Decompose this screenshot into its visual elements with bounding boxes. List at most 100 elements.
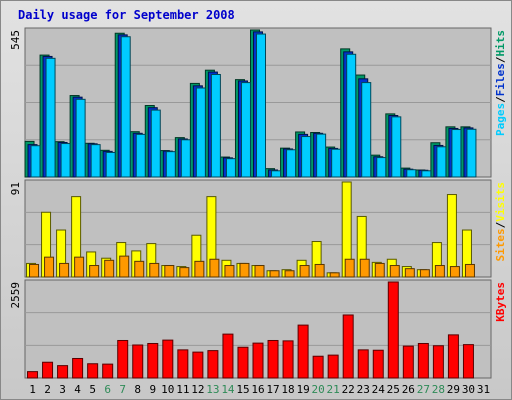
bar-sites-day-12 xyxy=(194,260,205,278)
axis-label-part: Hits xyxy=(494,30,507,57)
axis-label-part: KBytes xyxy=(494,282,507,322)
bar-sites-day-25 xyxy=(389,265,400,278)
bar-pages-day-4 xyxy=(75,98,86,178)
x-tick-label-day-11: 11 xyxy=(176,383,189,396)
bar-kbytes-day-19 xyxy=(297,324,309,379)
bar-kbytes-day-4 xyxy=(72,357,84,379)
x-tick-label-day-17: 17 xyxy=(266,383,279,396)
bar-kbytes-day-14 xyxy=(222,333,234,379)
x-tick-label-day-28: 28 xyxy=(432,383,445,396)
bar-kbytes-day-18 xyxy=(282,340,294,379)
bar-kbytes-day-8 xyxy=(132,344,144,379)
bar-sites-day-21 xyxy=(329,272,340,278)
bar-kbytes-day-30 xyxy=(462,344,474,379)
bar-sites-day-28 xyxy=(434,265,445,278)
bar-sites-day-5 xyxy=(89,265,100,278)
bar-sites-day-11 xyxy=(179,267,190,278)
axis-label-part: Sites xyxy=(494,228,507,261)
bar-pages-day-3 xyxy=(60,143,71,178)
bar-pages-day-12 xyxy=(195,87,206,178)
bar-pages-day-19 xyxy=(301,136,312,178)
x-tick-label-day-18: 18 xyxy=(281,383,294,396)
bar-sites-day-16 xyxy=(254,265,265,278)
x-tick-label-day-16: 16 xyxy=(251,383,264,396)
x-tick-label-day-24: 24 xyxy=(372,383,386,396)
series-axis-label: Pages/Files/Hits xyxy=(494,30,507,136)
axis-label-part: / xyxy=(494,221,507,228)
panel-kbytes: 2559 KBytes xyxy=(9,279,507,379)
bar-sites-day-18 xyxy=(284,270,295,278)
series-axis-label: Sites/Visits xyxy=(494,182,507,262)
x-tick-label-day-26: 26 xyxy=(402,383,415,396)
axis-label-part: Visits xyxy=(494,182,507,222)
bar-pages-day-11 xyxy=(180,139,191,178)
x-tick-label-day-31: 31 xyxy=(477,383,490,396)
bar-kbytes-day-21 xyxy=(327,354,339,379)
bar-kbytes-day-27 xyxy=(417,342,429,379)
bar-pages-day-24 xyxy=(376,157,387,178)
bar-sites-day-17 xyxy=(269,270,280,278)
x-tick-label-day-4: 4 xyxy=(74,383,81,396)
x-tick-label-day-3: 3 xyxy=(59,383,66,396)
bar-sites-day-6 xyxy=(104,259,115,278)
bar-pages-day-7 xyxy=(120,36,131,178)
bar-pages-day-29 xyxy=(451,129,462,178)
series-pages xyxy=(30,33,477,178)
bar-pages-day-30 xyxy=(466,128,477,178)
x-tick-label-day-8: 8 xyxy=(134,383,141,396)
bar-kbytes-day-11 xyxy=(177,349,189,379)
axis-label-part: Pages xyxy=(494,103,507,136)
bar-kbytes-day-6 xyxy=(102,363,114,379)
bar-kbytes-day-26 xyxy=(402,345,414,379)
bar-pages-day-2 xyxy=(45,57,56,178)
bar-sites-day-20 xyxy=(314,263,325,278)
x-tick-label-day-15: 15 xyxy=(236,383,249,396)
bar-kbytes-day-2 xyxy=(42,361,54,379)
bar-pages-day-23 xyxy=(361,82,372,178)
bar-pages-day-16 xyxy=(256,33,266,178)
bar-sites-day-19 xyxy=(299,265,310,278)
bar-pages-day-1 xyxy=(30,145,41,178)
bar-kbytes-day-24 xyxy=(372,349,384,379)
x-tick-label-day-5: 5 xyxy=(89,383,96,396)
bar-pages-day-18 xyxy=(286,149,297,178)
bar-pages-day-10 xyxy=(165,151,176,178)
bar-sites-day-9 xyxy=(149,262,160,278)
bar-sites-day-15 xyxy=(239,262,250,278)
bar-kbytes-day-7 xyxy=(117,339,129,379)
bar-kbytes-day-28 xyxy=(432,345,444,379)
x-tick-label-day-2: 2 xyxy=(44,383,51,396)
bar-sites-day-27 xyxy=(419,269,430,278)
bar-kbytes-day-9 xyxy=(147,342,159,379)
x-tick-label-day-6: 6 xyxy=(104,383,111,396)
bar-kbytes-day-3 xyxy=(57,365,69,379)
x-tick-label-day-9: 9 xyxy=(149,383,156,396)
y-max-label: 545 xyxy=(9,30,22,50)
x-tick-label-day-14: 14 xyxy=(221,383,235,396)
bar-pages-day-8 xyxy=(135,133,146,178)
bar-kbytes-day-23 xyxy=(357,349,369,379)
x-tick-label-day-30: 30 xyxy=(462,383,475,396)
bar-sites-day-10 xyxy=(164,265,175,278)
bar-pages-day-28 xyxy=(436,146,447,178)
bar-pages-day-5 xyxy=(90,144,101,178)
x-axis-labels: 1 2 3 4 5 6 7 8 9 10 11 12 13 14 15 16 17 18 19 20 21 22 23 24 2… xyxy=(29,383,490,396)
y-max-label: 91 xyxy=(9,182,22,195)
bar-sites-day-4 xyxy=(74,256,85,278)
bar-sites-day-13 xyxy=(209,258,220,278)
panel-pages-files-hits: 545 Pages/Files/Hits xyxy=(9,27,507,178)
bar-pages-day-17 xyxy=(271,170,282,178)
x-tick-label-day-20: 20 xyxy=(312,383,325,396)
x-tick-label-day-23: 23 xyxy=(357,383,370,396)
x-tick-label-day-29: 29 xyxy=(447,383,460,396)
x-tick-label-day-10: 10 xyxy=(161,383,174,396)
x-tick-label-day-21: 21 xyxy=(327,383,340,396)
x-tick-label-day-22: 22 xyxy=(342,383,355,396)
x-tick-label-day-1: 1 xyxy=(29,383,36,396)
bar-kbytes-day-16 xyxy=(252,342,264,379)
x-tick-label-day-12: 12 xyxy=(191,383,204,396)
bar-kbytes-day-13 xyxy=(207,350,219,379)
bar-pages-day-26 xyxy=(406,169,417,178)
